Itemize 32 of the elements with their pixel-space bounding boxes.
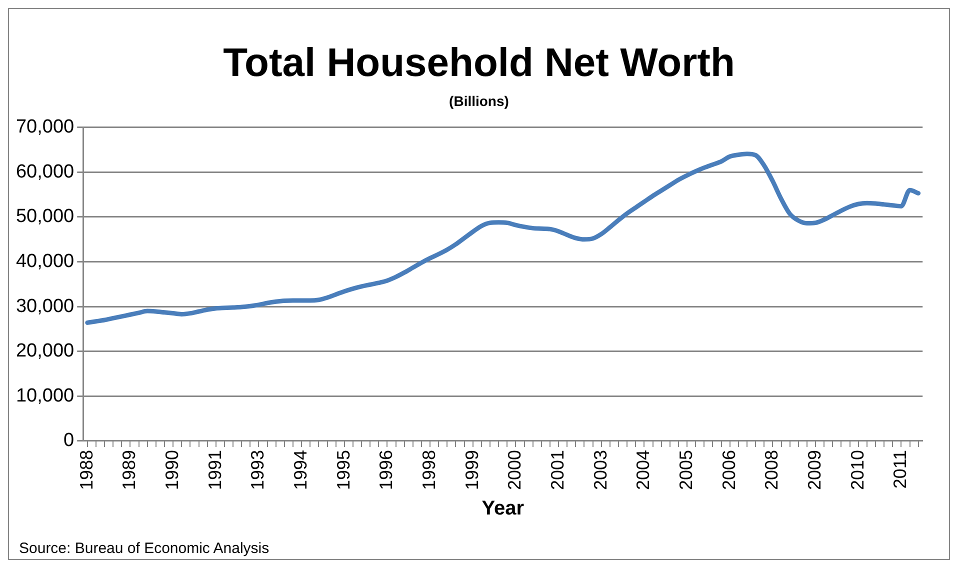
x-tick-label: 2004: [633, 450, 654, 490]
y-tick-label: 50,000: [16, 206, 74, 228]
chart-subtitle: (Billions): [448, 93, 510, 109]
x-tick-label: 1998: [419, 450, 440, 490]
x-tick-label: 2008: [762, 450, 782, 490]
source-note: Source: Bureau of Economic Analysis: [19, 540, 270, 557]
x-tick-label: 1988: [76, 450, 96, 490]
x-tick-label: 1999: [462, 450, 482, 490]
x-tick-label: 2011: [890, 450, 910, 489]
x-tick-label: 1994: [290, 450, 311, 490]
y-tick-label: 70,000: [16, 116, 74, 138]
y-tick-label: 30,000: [16, 296, 74, 317]
x-tick-label: 1993: [248, 450, 268, 490]
y-tick-label: 60,000: [16, 161, 74, 182]
x-tick-label: 2000: [504, 450, 525, 490]
x-tick-label: 2010: [847, 450, 868, 490]
x-tick-label: 2006: [718, 450, 739, 490]
y-tick-label: 20,000: [16, 340, 74, 362]
x-tick-label: 2009: [804, 450, 824, 490]
y-tick-label: 0: [64, 430, 74, 452]
y-tick-label: 40,000: [16, 251, 74, 272]
x-tick-label: 1989: [119, 450, 140, 490]
x-tick-label: 2005: [676, 450, 696, 490]
x-tick-label: 1991: [204, 450, 225, 490]
x-axis-title: Year: [482, 498, 524, 520]
x-tick-label: 1990: [162, 450, 182, 490]
y-tick-label: 10,000: [16, 385, 74, 406]
x-tick-label: 2003: [590, 450, 610, 490]
x-tick-label: 2001: [548, 450, 568, 490]
chart-title: Total Household Net Worth: [222, 40, 736, 87]
x-tick-label: 1995: [333, 450, 354, 490]
x-tick-label: 1996: [376, 450, 396, 490]
